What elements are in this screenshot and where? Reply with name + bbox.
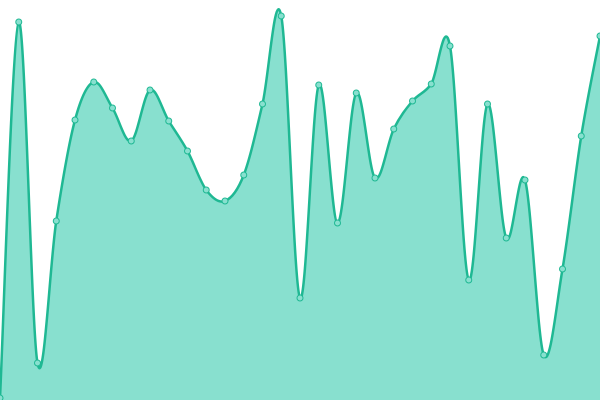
data-point [52,217,60,225]
data-point [596,32,600,40]
data-point [390,125,398,133]
data-point [127,137,135,145]
data-point [334,219,341,227]
data-point [577,132,585,140]
data-point [221,197,229,205]
data-point [240,171,248,179]
data-point [296,294,304,302]
data-point [90,78,98,86]
data-point [409,97,416,105]
data-point [109,104,116,112]
data-point [146,86,154,94]
area-fill [0,9,600,400]
data-point [502,234,510,242]
data-point [259,100,266,108]
data-point [277,12,285,20]
data-point [34,359,41,367]
data-point [352,89,360,97]
data-point [465,276,473,284]
data-point [0,394,4,400]
data-point [521,176,529,184]
data-point [184,147,191,155]
data-point [15,18,23,26]
data-point [165,117,173,125]
data-point [371,174,379,182]
data-point [559,265,566,273]
data-point [446,42,454,50]
data-point [71,116,79,124]
data-point [427,80,435,88]
data-point [540,351,548,359]
data-point [315,81,323,89]
data-point [202,186,210,194]
data-point [484,100,491,108]
